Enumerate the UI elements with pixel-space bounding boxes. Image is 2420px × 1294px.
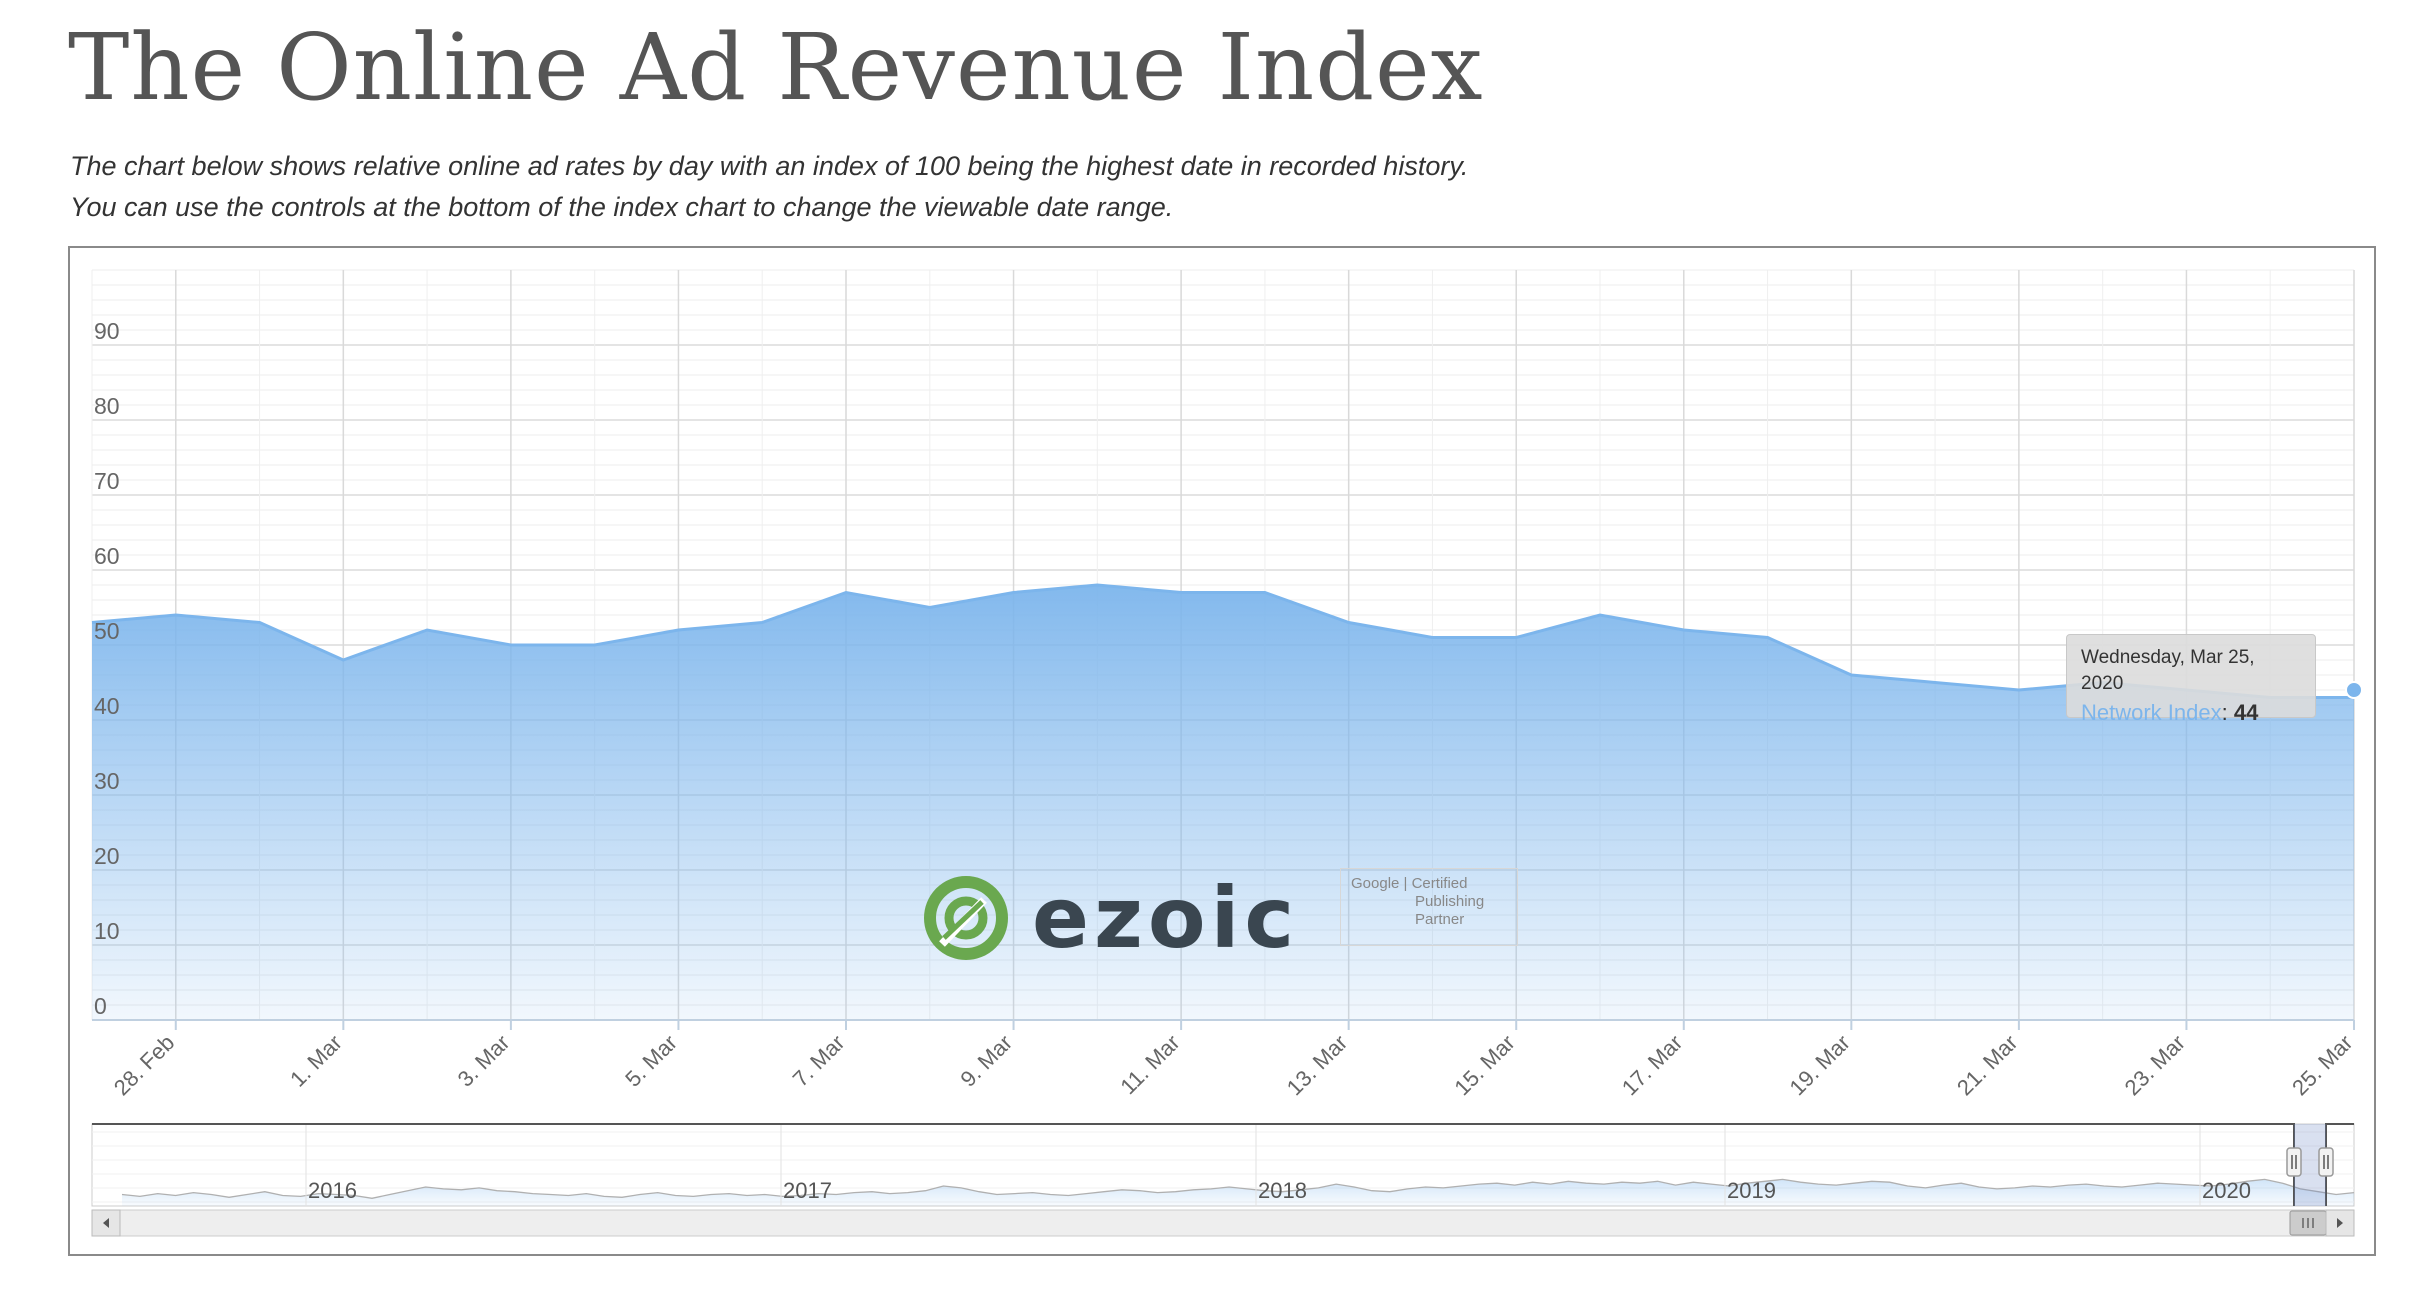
navigator-year-label: 2020: [2202, 1178, 2251, 1203]
x-tick-label: 25. Mar: [2287, 1030, 2357, 1100]
y-tick-label: 60: [94, 543, 120, 569]
scroll-right-arrow-icon: [2337, 1218, 2343, 1228]
scroll-left-arrow-icon: [103, 1218, 109, 1228]
ezoic-brand-text: ezoic: [1032, 869, 1300, 967]
x-tick-label: 13. Mar: [1282, 1030, 1352, 1100]
navigator-year-label: 2017: [783, 1178, 832, 1203]
chart-container: 0 10 20 30 40 50 60 70 80 90 28. Feb 1. Mar 3. Mar 5…: [68, 246, 2376, 1256]
y-tick-label: 30: [94, 768, 120, 794]
navigator-left-handle[interactable]: [2286, 1147, 2302, 1177]
handle-body[interactable]: [2318, 1147, 2334, 1177]
ezoic-watermark: ezoic Google | Certified Publishing Part…: [920, 848, 1518, 978]
intro-text: The chart below shows relative online ad…: [70, 146, 1468, 228]
navigator-outline: [92, 1123, 2354, 1206]
x-tick-label: 23. Mar: [2120, 1030, 2190, 1100]
x-tick-label: 9. Mar: [955, 1030, 1017, 1092]
data-tooltip: Wednesday, Mar 25, 2020 Network Index: 4…: [2066, 634, 2316, 725]
y-tick-label: 40: [94, 693, 120, 719]
x-tick-label: 11. Mar: [1115, 1030, 1184, 1099]
y-tick-label: 20: [94, 843, 120, 869]
x-tick-label: 7. Mar: [788, 1030, 850, 1092]
navigator-year-label: 2019: [1727, 1178, 1776, 1203]
intro-line-1: The chart below shows relative online ad…: [70, 151, 1469, 181]
x-tick-label: 21. Mar: [1952, 1030, 2022, 1100]
tooltip-separator: :: [2221, 700, 2234, 725]
area-fill: [92, 585, 2354, 1020]
x-axis: 28. Feb 1. Mar 3. Mar 5. Mar 7. Mar 9. Mar 11.…: [92, 1019, 2358, 1100]
navigator-area: [122, 1179, 2354, 1206]
navigator-year-label: 2018: [1258, 1178, 1307, 1203]
badge-line-3: Partner: [1415, 911, 1465, 928]
y-tick-label: 80: [94, 393, 120, 419]
x-tick-label: 15. Mar: [1449, 1030, 1519, 1100]
series-area: [91, 583, 2363, 1020]
tooltip-series-name: Network Index: [2081, 700, 2222, 725]
x-tick-label: 28. Feb: [109, 1030, 179, 1100]
tooltip-date: Wednesday, Mar 25, 2020: [2081, 647, 2255, 694]
ezoic-logo-icon: [924, 876, 1008, 960]
highlighted-point: [2345, 681, 2363, 699]
x-tick-label: 3. Mar: [453, 1030, 515, 1092]
x-tick-label: 1. Mar: [285, 1030, 347, 1092]
badge-line-1: Google | Certified: [1351, 875, 1468, 892]
index-chart: 0 10 20 30 40 50 60 70 80 90 28. Feb 1. Mar 3. Mar 5…: [91, 269, 2363, 1237]
y-tick-label: 0: [94, 993, 107, 1019]
x-tick-label: 19. Mar: [1784, 1030, 1854, 1100]
google-partner-badge: Google | Certified Publishing Partner: [1340, 868, 1518, 946]
series-line: [91, 583, 2354, 699]
y-tick-label: 10: [94, 918, 120, 944]
scrollbar-right-button[interactable]: [2325, 1209, 2355, 1237]
scrollbar-left-button[interactable]: [91, 1209, 121, 1237]
y-axis: 0 10 20 30 40 50 60 70 80 90: [94, 318, 120, 1019]
tooltip-row: Network Index: 44: [2081, 697, 2301, 729]
navigator: 2016 2017 2018 2019 2020: [91, 1123, 2355, 1237]
handle-body[interactable]: [2286, 1147, 2302, 1177]
page-title: The Online Ad Revenue Index: [68, 14, 1484, 121]
x-tick-label: 5. Mar: [620, 1030, 682, 1092]
navigator-year-label: 2016: [308, 1178, 357, 1203]
badge-line-2: Publishing: [1415, 893, 1485, 910]
navigator-right-handle[interactable]: [2318, 1147, 2334, 1177]
y-tick-label: 70: [94, 468, 120, 494]
intro-line-2: You can use the controls at the bottom o…: [70, 192, 1174, 222]
y-tick-label: 90: [94, 318, 120, 344]
x-tick-label: 17. Mar: [1617, 1030, 1687, 1100]
scrollbar-thumb[interactable]: [2289, 1210, 2327, 1236]
y-tick-label: 50: [94, 618, 120, 644]
tooltip-value: 44: [2233, 700, 2259, 725]
scrollbar-track[interactable]: [91, 1209, 2355, 1237]
navigator-series-line: [121, 1178, 2355, 1199]
